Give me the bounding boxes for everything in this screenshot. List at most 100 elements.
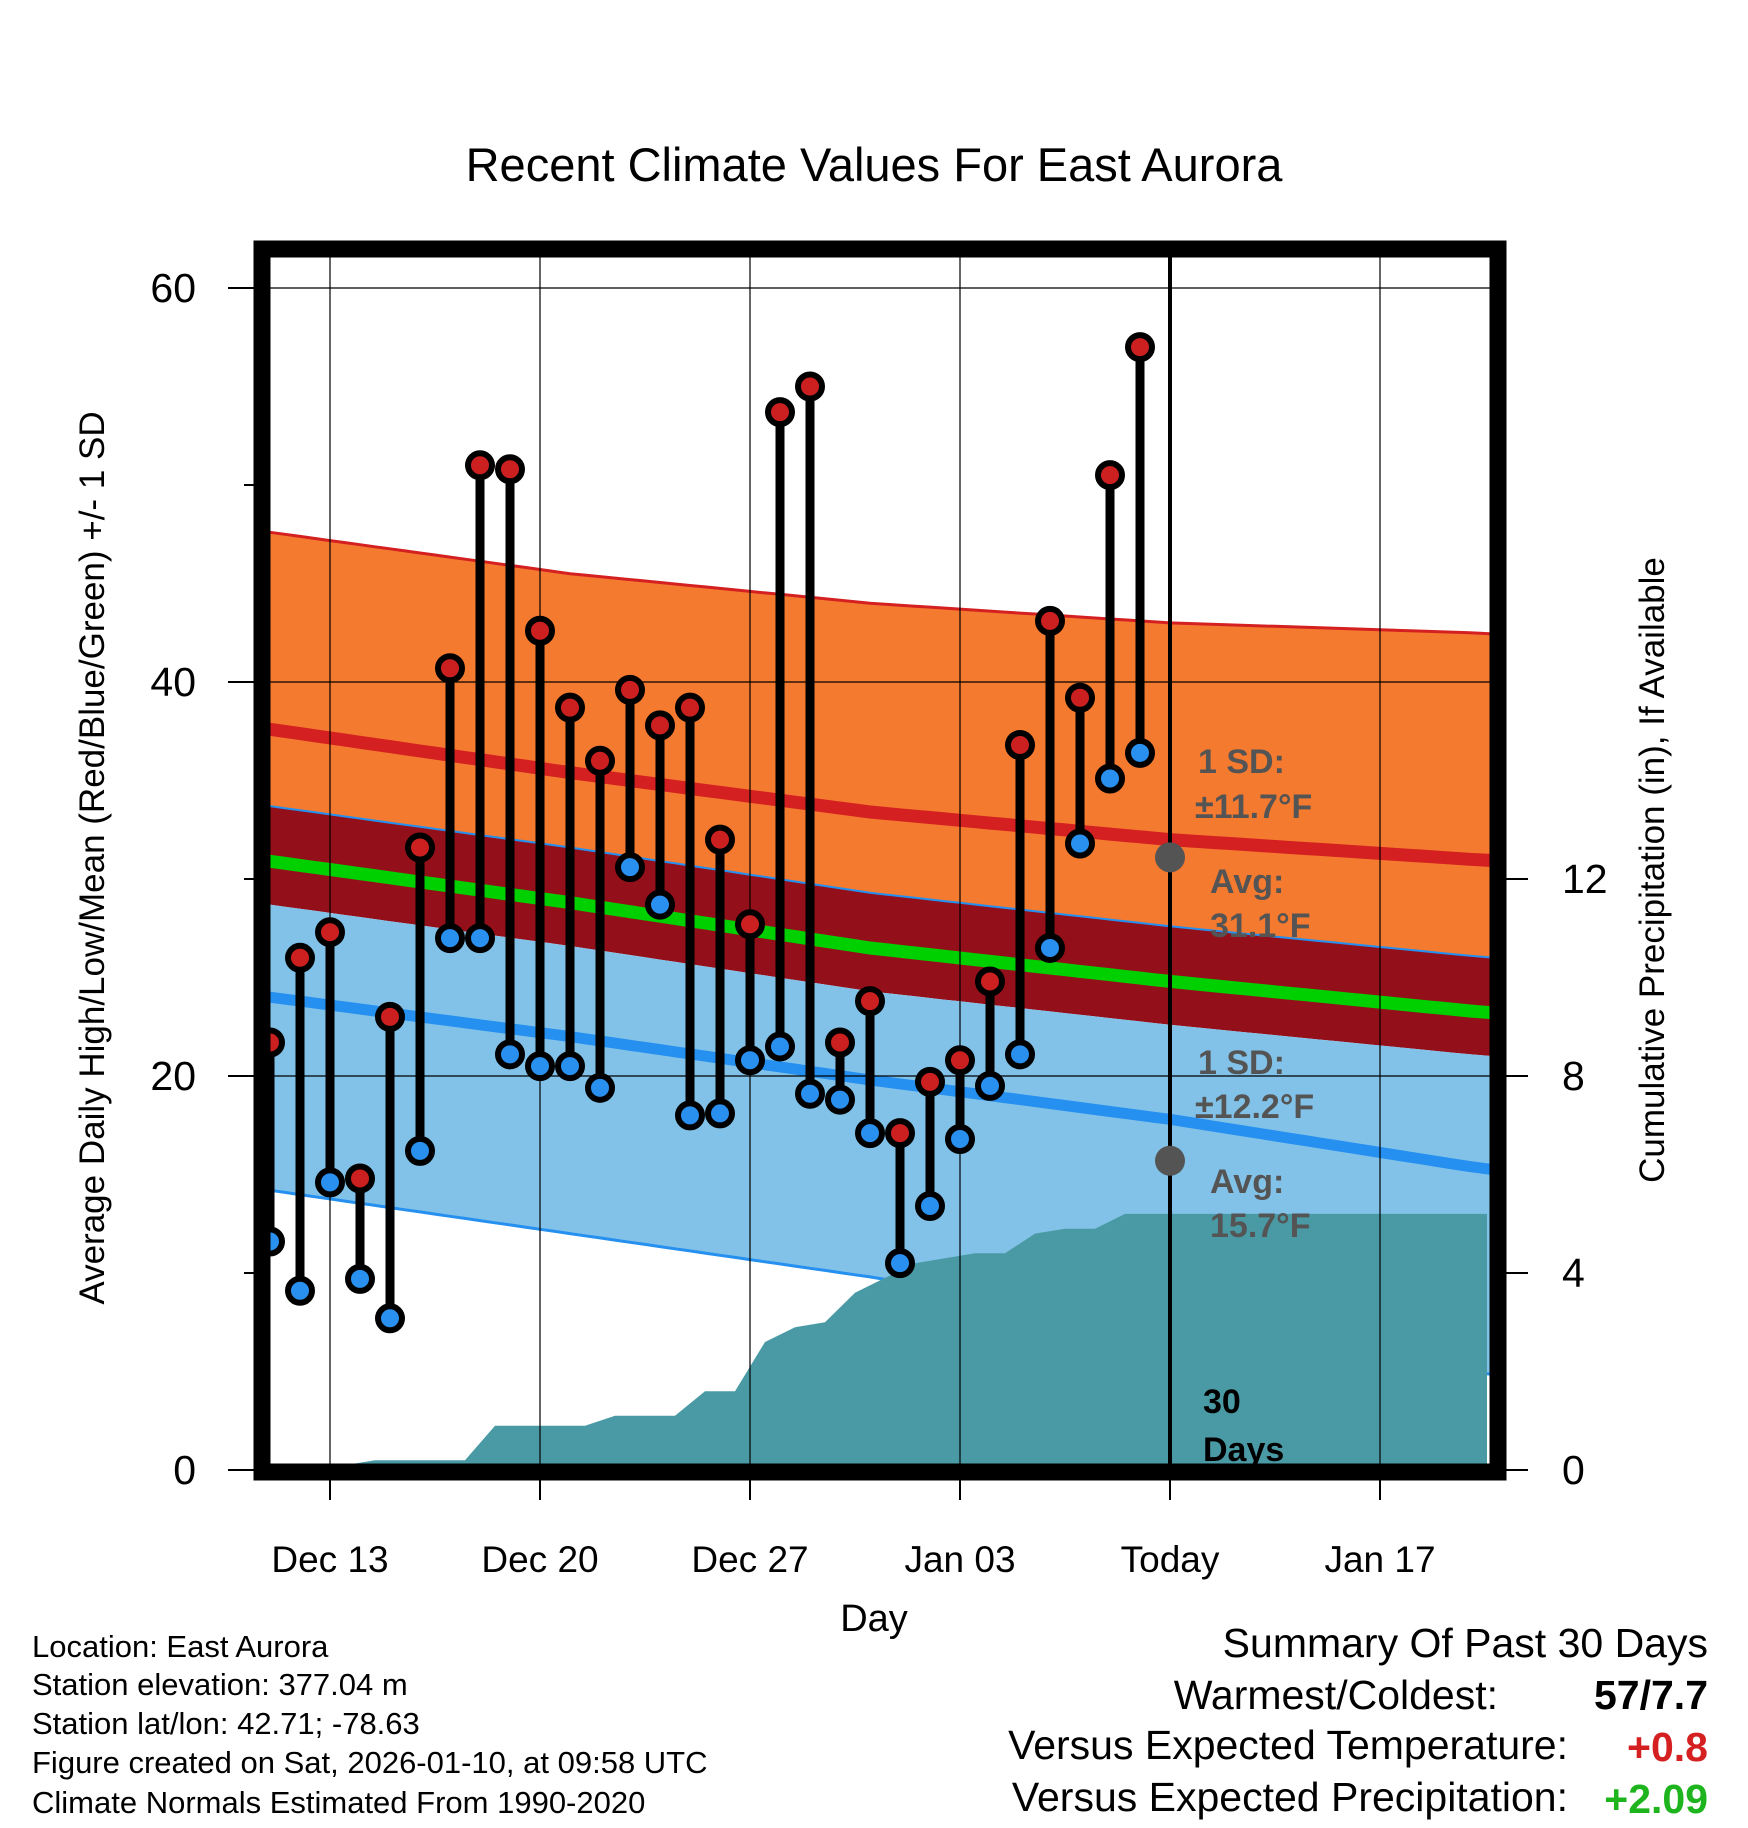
high-sd-upper-line: [259, 529, 1499, 636]
y-right-tick-label: 8: [1562, 1053, 1585, 1099]
low-avg-value: 15.7°F: [1210, 1207, 1311, 1245]
high-avg-label: Avg:: [1210, 863, 1284, 901]
daily-high-point: [825, 1027, 855, 1058]
low-sd-value: ±12.2°F: [1195, 1088, 1314, 1126]
daily-high-point: [975, 966, 1005, 997]
normal-low-marker: [1155, 1145, 1185, 1176]
daily-high-point: [525, 615, 555, 646]
observation-layer: [255, 250, 1185, 1470]
daily-high-point: [1005, 730, 1035, 761]
daily-high-point: [645, 710, 675, 741]
y-right-tick-label: 12: [1562, 856, 1608, 902]
info-latlon: Station lat/lon: 42.71; -78.63: [32, 1706, 420, 1741]
daily-high-point: [495, 454, 525, 485]
normal-high-marker: [1155, 842, 1185, 873]
daily-low-point: [1005, 1039, 1035, 1070]
daily-low-point: [915, 1191, 945, 1222]
daily-low-point: [675, 1100, 705, 1131]
daily-low-point: [555, 1051, 585, 1082]
daily-low-point: [465, 923, 495, 954]
daily-high-point: [375, 1001, 405, 1032]
precipitation-area: [259, 1213, 1499, 1470]
x-tick-label: Dec 13: [271, 1539, 388, 1580]
daily-high-point: [1095, 460, 1125, 491]
y-axis-title: Average Daily High/Low/Mean (Red/Blue/Gr…: [73, 411, 112, 1304]
daily-low-point: [435, 923, 465, 954]
daily-high-point: [705, 824, 735, 855]
x-tick-label: Dec 20: [481, 1539, 598, 1580]
daily-high-point: [345, 1163, 375, 1194]
daily-low-point: [765, 1031, 795, 1062]
summary-title: Summary Of Past 30 Days: [1222, 1620, 1708, 1666]
low-avg-label: Avg:: [1210, 1163, 1284, 1201]
y-tick-label: 40: [150, 659, 196, 705]
summary-precip-value: +2.09: [1604, 1776, 1708, 1822]
plot-frame: [253, 240, 1507, 1481]
x-tick-label: Today: [1121, 1539, 1220, 1580]
daily-low-point: [885, 1248, 915, 1279]
summary-precip-label: Versus Expected Precipitation:: [1011, 1774, 1568, 1820]
high-sd-band: [259, 530, 1499, 959]
window-days-label: Days: [1203, 1431, 1284, 1469]
daily-low-point: [375, 1303, 405, 1334]
daily-high-point: [285, 942, 315, 973]
daily-high-point: [795, 371, 825, 402]
daily-low-point: [645, 889, 675, 920]
daily-high-point: [465, 450, 495, 481]
daily-low-point: [975, 1070, 1005, 1101]
summary-temp-label: Versus Expected Temperature:: [1008, 1722, 1568, 1768]
daily-low-point: [1065, 828, 1095, 859]
daily-high-point: [1125, 332, 1155, 363]
daily-low-point: [345, 1263, 375, 1294]
daily-low-point: [525, 1051, 555, 1082]
low-sd-label: 1 SD:: [1198, 1044, 1285, 1082]
info-location: Location: East Aurora: [32, 1629, 329, 1664]
y-tick-label: 0: [173, 1447, 196, 1493]
daily-low-point: [285, 1275, 315, 1306]
normals-annotations: 1 SD: ±11.7°F Avg: 31.1°F 1 SD: ±12.2°F …: [1195, 743, 1314, 1469]
chart-title: Recent Climate Values For East Aurora: [466, 138, 1284, 191]
axis-layer: Dec 13 Dec 20 Dec 27 Jan 03 Today Jan 1702040…: [150, 265, 1607, 1580]
daily-low-point: [945, 1124, 975, 1155]
x-tick-label: Jan 03: [904, 1539, 1015, 1580]
y-right-tick-label: 4: [1562, 1250, 1585, 1296]
daily-high-point: [315, 917, 345, 948]
window-days-number: 30: [1203, 1383, 1241, 1421]
daily-low-point: [705, 1098, 735, 1129]
daily-high-point: [435, 653, 465, 684]
x-tick-label: Dec 27: [691, 1539, 808, 1580]
daily-high-point: [585, 745, 615, 776]
x-tick-label: Jan 17: [1324, 1539, 1435, 1580]
daily-low-point: [1095, 763, 1125, 794]
summary-warmest-label: Warmest/Coldest:: [1173, 1672, 1498, 1718]
daily-low-point: [585, 1072, 615, 1103]
daily-low-point: [825, 1084, 855, 1115]
high-avg-value: 31.1°F: [1210, 907, 1311, 945]
y-tick-label: 60: [150, 265, 196, 311]
daily-high-point: [855, 986, 885, 1017]
info-elevation: Station elevation: 377.04 m: [32, 1667, 408, 1702]
info-created: Figure created on Sat, 2026-01-10, at 09…: [32, 1745, 708, 1780]
y-tick-label: 20: [150, 1053, 196, 1099]
daily-low-point: [495, 1039, 525, 1070]
daily-low-point: [615, 852, 645, 883]
y-right-tick-label: 0: [1562, 1447, 1585, 1493]
daily-low-point: [855, 1118, 885, 1149]
daily-high-point: [675, 692, 705, 723]
y-axis-right-title: Cumulative Precipitation (in), If Availa…: [1633, 557, 1672, 1183]
daily-high-point: [615, 674, 645, 705]
plot-area: [259, 247, 1499, 1476]
daily-high-point: [915, 1066, 945, 1097]
daily-high-point: [945, 1045, 975, 1076]
high-sd-label: 1 SD:: [1198, 743, 1285, 781]
gridlines: [259, 247, 1499, 1476]
info-normals: Climate Normals Estimated From 1990-2020: [32, 1785, 646, 1820]
daily-low-point: [795, 1078, 825, 1109]
daily-high-point: [555, 692, 585, 723]
daily-high-point: [885, 1118, 915, 1149]
daily-low-point: [315, 1167, 345, 1198]
high-sd-value: ±11.7°F: [1195, 788, 1312, 826]
daily-high-point: [765, 397, 795, 428]
daily-high-point: [1035, 605, 1065, 636]
